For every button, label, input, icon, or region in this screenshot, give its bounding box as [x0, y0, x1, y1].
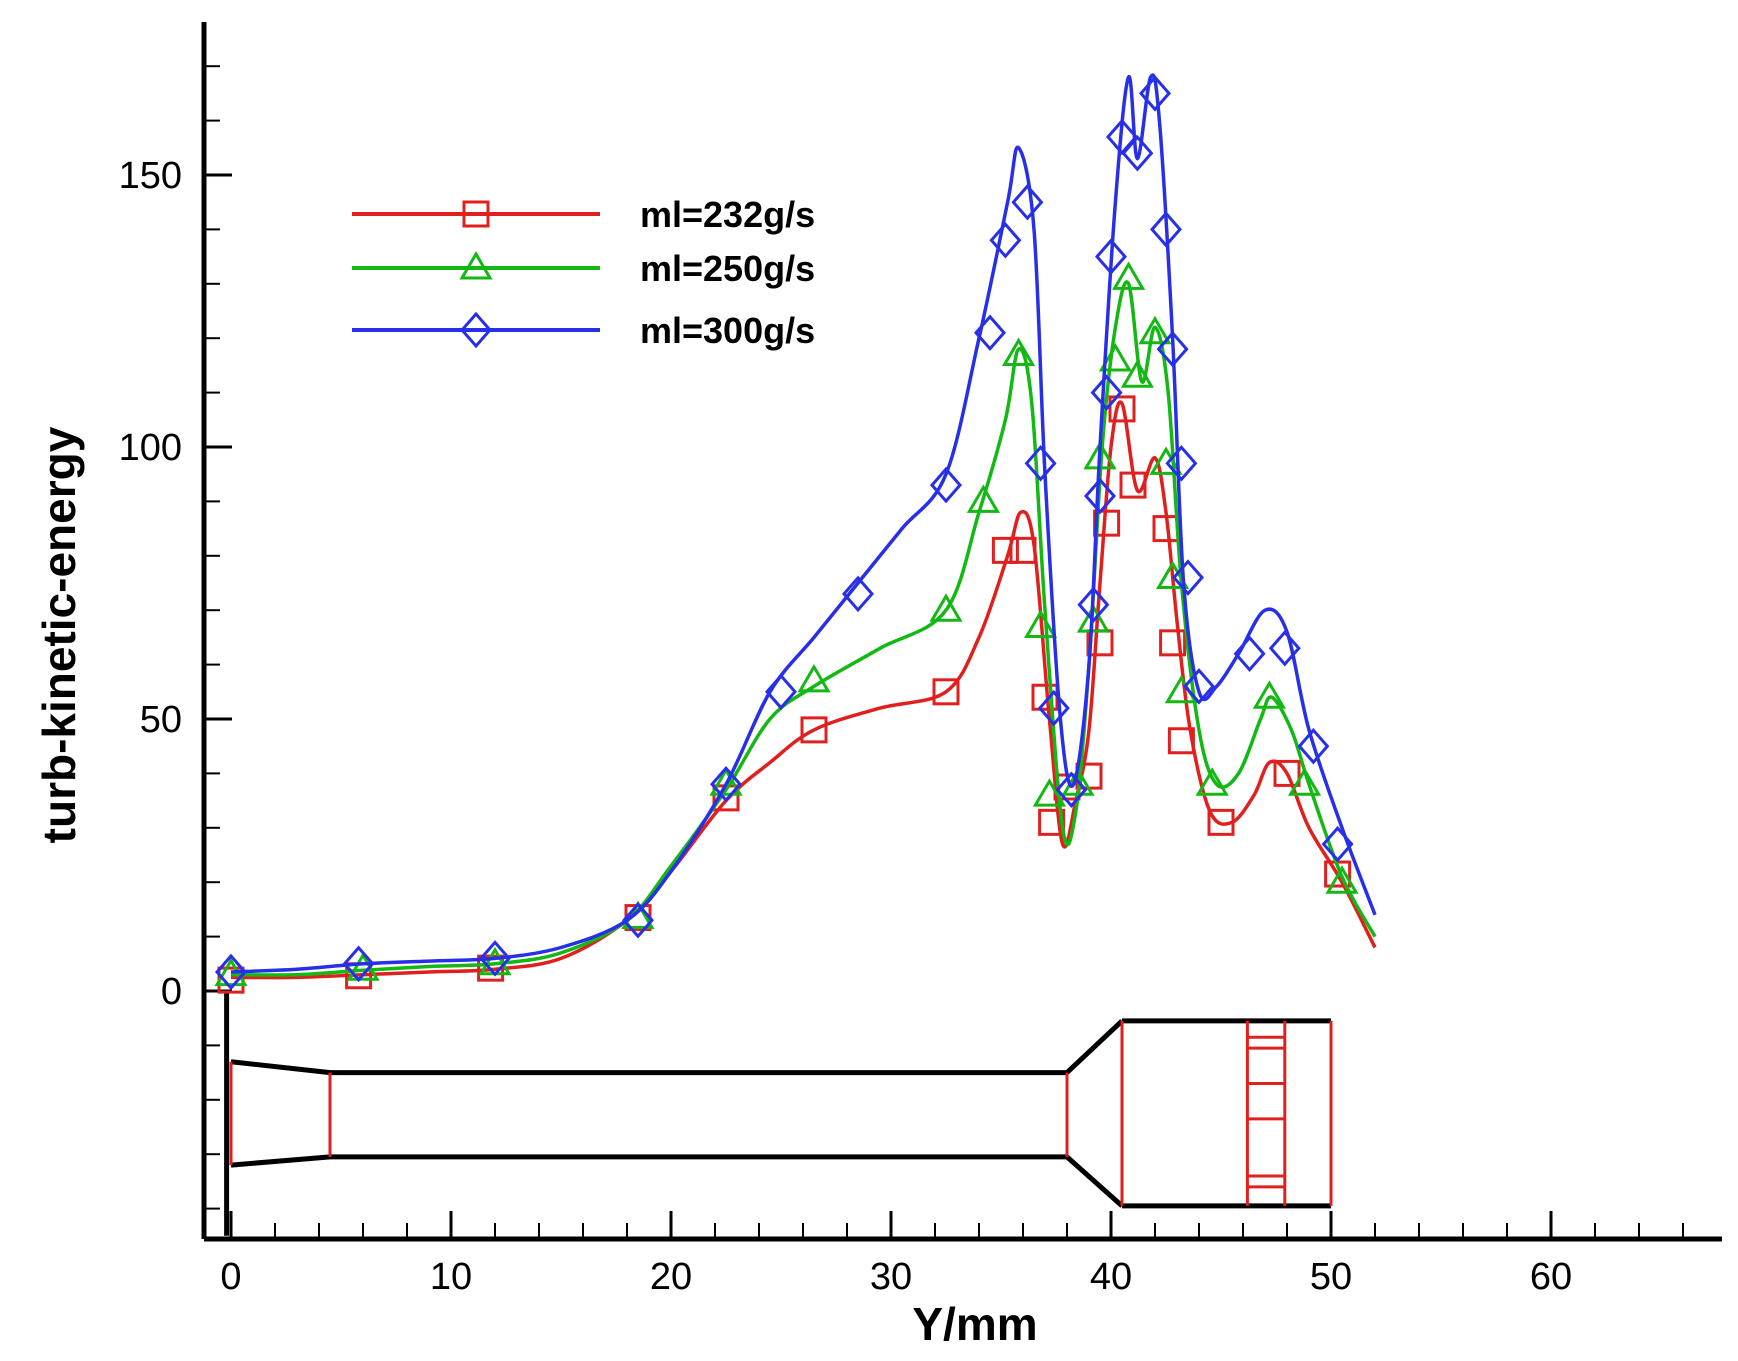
data-point-triangle	[1098, 342, 1133, 372]
nozzle-outline-segment	[230, 1154, 331, 1168]
data-point-square	[1009, 536, 1037, 564]
data-point-diamond	[1172, 559, 1204, 596]
x-tick-label: 60	[1530, 1256, 1572, 1298]
y-tick-label: 50	[140, 699, 182, 741]
data-point-diamond	[479, 940, 511, 977]
y-tick-label: 100	[119, 427, 182, 469]
data-point-diamond	[1139, 75, 1171, 112]
data-point-diamond	[1165, 445, 1198, 482]
y-tick-label: 150	[119, 155, 182, 197]
data-point-square	[991, 536, 1019, 564]
data-point-square	[1167, 727, 1195, 755]
data-point-diamond	[1183, 668, 1215, 705]
data-point-triangle	[1061, 767, 1095, 796]
data-point-diamond	[1011, 183, 1044, 221]
data-point-triangle	[1287, 767, 1322, 796]
data-point-diamond	[930, 466, 962, 504]
data-point-triangle	[1076, 604, 1111, 633]
x-tick-label: 20	[650, 1256, 692, 1298]
data-point-square	[1119, 471, 1147, 499]
data-point-diamond	[215, 953, 247, 991]
data-point-triangle	[1032, 778, 1067, 807]
y-axis-title: turb-kinetic-energy	[33, 426, 85, 843]
nozzle-outline-segment	[1065, 1019, 1124, 1075]
legend-marker-diamond	[460, 311, 492, 349]
x-tick-label: 30	[870, 1256, 912, 1298]
legend-marker-square	[462, 200, 490, 228]
legend-marker-triangle	[459, 251, 493, 280]
legend-label: ml=250g/s	[640, 248, 815, 289]
data-point-diamond	[1297, 727, 1330, 765]
data-point-diamond	[1090, 374, 1123, 411]
data-point-square	[1108, 395, 1136, 423]
data-point-diamond	[1055, 771, 1088, 808]
data-point-square	[800, 716, 828, 744]
data-point-diamond	[1321, 825, 1354, 863]
series-layer	[214, 73, 1377, 994]
data-point-diamond	[1095, 238, 1127, 275]
data-point-triangle	[1001, 337, 1036, 367]
data-point-diamond	[1233, 635, 1266, 672]
axes: 0 50 100 150 0 10 20 30 40 50 60	[119, 22, 1722, 1298]
data-point-triangle	[1149, 446, 1183, 475]
data-point-diamond	[842, 575, 874, 613]
data-point-triangle	[966, 484, 1001, 513]
legend-label: ml=300g/s	[640, 310, 815, 351]
legend: ml=232g/s ml=250g/s ml=300g/s	[352, 194, 815, 351]
x-axis-title: Y/mm	[912, 1298, 1037, 1350]
data-point-diamond	[1084, 477, 1116, 515]
data-point-triangle	[1138, 315, 1172, 345]
data-point-diamond	[1037, 689, 1070, 727]
series-line	[230, 73, 1377, 974]
nozzle-outline-segment	[1065, 1155, 1124, 1208]
data-point-diamond	[1150, 211, 1182, 248]
data-point-square	[1273, 759, 1301, 787]
data-point-diamond	[989, 222, 1022, 259]
data-point-triangle	[797, 663, 831, 693]
data-point-diamond	[622, 902, 654, 939]
data-point-diamond	[765, 673, 797, 711]
data-point-diamond	[1268, 630, 1301, 667]
data-point-triangle	[1023, 609, 1058, 639]
series-triangle	[214, 261, 1377, 987]
data-point-diamond	[1024, 445, 1057, 482]
data-point-triangle	[709, 767, 743, 796]
x-tick-label: 10	[430, 1256, 472, 1298]
nozzle-outline-segment	[230, 1059, 331, 1076]
data-point-triangle	[929, 593, 963, 622]
data-point-square	[932, 678, 960, 706]
data-point-triangle	[1111, 261, 1146, 290]
x-tick-label: 0	[220, 1256, 241, 1298]
x-tick-label: 50	[1310, 1256, 1352, 1298]
data-point-triangle	[1120, 359, 1155, 388]
data-point-diamond	[1077, 586, 1110, 624]
data-point-diamond	[342, 945, 375, 983]
nozzle-schematic	[224, 991, 1333, 1236]
data-point-diamond	[974, 314, 1006, 352]
series-line	[230, 280, 1377, 977]
data-point-diamond	[1121, 134, 1154, 172]
data-point-square	[1207, 808, 1235, 836]
data-point-diamond	[710, 766, 742, 803]
legend-label: ml=232g/s	[640, 194, 815, 235]
data-point-triangle	[1155, 560, 1190, 590]
data-point-square	[1159, 629, 1187, 657]
data-point-diamond	[1156, 330, 1189, 368]
y-tick-label: 0	[161, 971, 182, 1013]
data-point-triangle	[1252, 680, 1287, 709]
x-tick-label: 40	[1090, 1256, 1132, 1298]
series-diamond	[215, 73, 1377, 991]
data-point-triangle	[1195, 767, 1229, 796]
data-point-triangle	[1325, 865, 1359, 894]
